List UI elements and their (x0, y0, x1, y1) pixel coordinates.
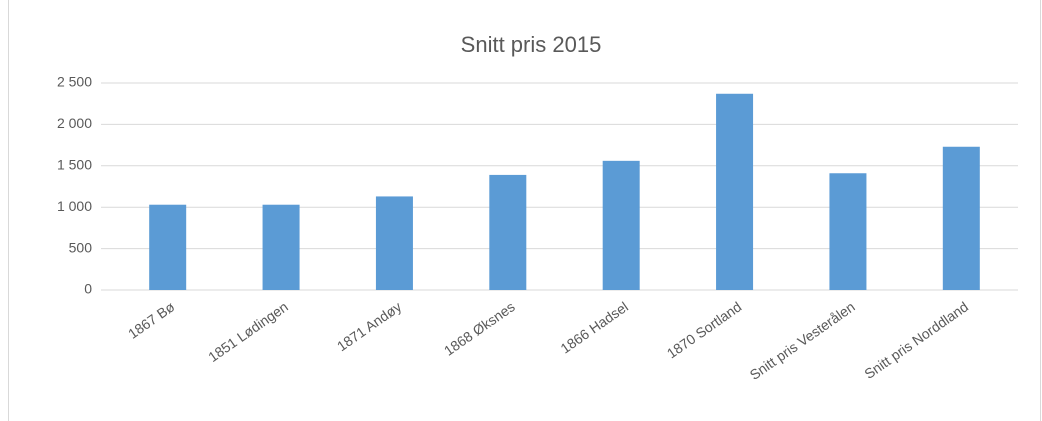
bar (716, 93, 754, 290)
bar (262, 204, 300, 290)
chart-title: Snitt pris 2015 (461, 32, 602, 57)
y-tick-label: 1 500 (57, 157, 92, 173)
y-tick-label: 1 000 (57, 198, 92, 214)
bar (602, 160, 640, 290)
x-tick-label: Snitt pris Vesterålen (747, 298, 858, 383)
x-tick-label: 1871 Andøy (334, 298, 404, 354)
bar (942, 146, 980, 290)
bar (375, 196, 413, 290)
chart-frame (8, 0, 1041, 421)
x-tick-label: 1867 Bø (125, 298, 178, 342)
y-tick-label: 2 500 (57, 74, 92, 90)
x-tick-label: 1851 Lødingen (205, 298, 291, 365)
y-tick-label: 0 (84, 281, 92, 297)
x-tick-label: 1866 Hadsel (557, 298, 631, 356)
y-tick-label: 500 (69, 239, 93, 255)
y-tick-label: 2 000 (57, 115, 92, 131)
bar (829, 173, 867, 290)
x-tick-label: 1870 Sortland (664, 298, 745, 361)
bar (149, 204, 187, 290)
x-tick-label: 1868 Øksnes (441, 298, 518, 358)
bar (489, 174, 527, 290)
x-tick-label: Snitt pris Norddland (861, 298, 971, 382)
